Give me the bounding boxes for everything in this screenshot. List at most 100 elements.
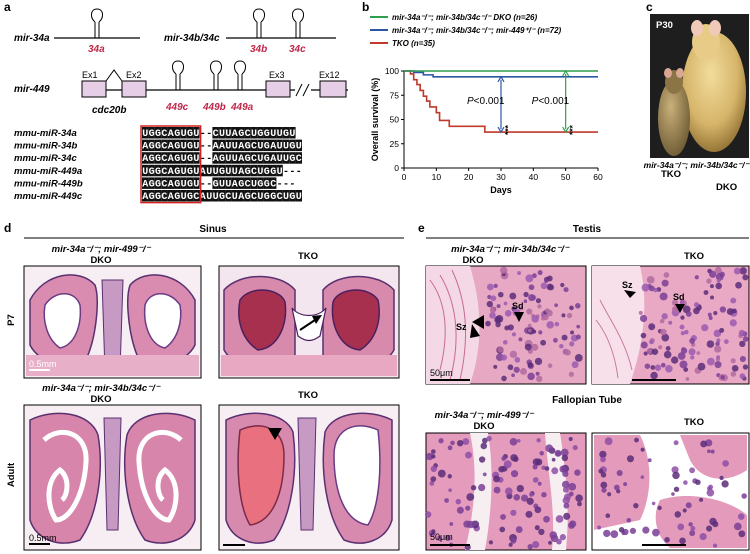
alignment-base-bg [257, 127, 264, 139]
alignment-base: - [296, 167, 302, 178]
alignment-base-bg [167, 139, 174, 152]
alignment-base-bg [218, 177, 226, 189]
cell-nucleus [738, 530, 746, 538]
cell-nucleus [723, 339, 729, 345]
panel-label-a: a [4, 0, 11, 14]
sinus-title: Sinus [199, 224, 227, 235]
alignment-base-bg [148, 152, 155, 164]
hairpin-449a-icon [234, 60, 246, 90]
cell-nucleus [534, 357, 543, 366]
cell-nucleus [532, 273, 537, 279]
alignment-base-bg [218, 139, 226, 152]
cell-nucleus [639, 314, 648, 323]
cell-nucleus [719, 306, 727, 313]
alignment-base-bg [257, 164, 264, 177]
alignment-base: U [225, 179, 231, 190]
cell-nucleus [559, 534, 566, 541]
alignment-base: A [219, 142, 225, 153]
cell-nucleus [706, 488, 715, 497]
cell-nucleus [500, 354, 508, 361]
alignment-base: - [200, 179, 206, 190]
alignment-base-bg [218, 127, 226, 139]
alignment-base-bg [218, 164, 226, 177]
alignment-base: C [161, 167, 167, 178]
cell-nucleus [651, 501, 656, 506]
cell-nucleus [661, 333, 670, 342]
mir-34a-label: mir-34a [14, 33, 50, 44]
alignment-base-bg [148, 164, 155, 177]
cell-nucleus [525, 274, 534, 283]
cell-nucleus [679, 360, 688, 369]
chart-axes: 0 10 20 30 40 50 60 0 25 50 75 100 Days Overall survi… [370, 66, 603, 195]
alignment-base: C [213, 129, 219, 140]
cell-nucleus [703, 290, 709, 296]
testis-tko-cells [638, 266, 749, 382]
cell-nucleus [652, 528, 660, 537]
cell-nucleus [696, 351, 701, 355]
cell-nucleus [536, 375, 543, 383]
alignment-base-bg [193, 164, 200, 177]
cell-nucleus [424, 511, 432, 518]
mouse-tko-label: TKO [661, 169, 681, 180]
alignment-base: A [168, 142, 174, 153]
cell-nucleus [722, 460, 729, 467]
cell-nucleus [568, 521, 575, 529]
alignment-base-bg [148, 127, 155, 139]
alignment-base: U [296, 192, 302, 203]
cell-nucleus [551, 457, 556, 462]
cell-nucleus [488, 540, 494, 545]
alignment-base: U [193, 179, 199, 190]
alignment-base: G [219, 154, 225, 165]
sinus-row-adult: Adult [6, 462, 17, 487]
alignment-base: G [174, 129, 180, 140]
cell-nucleus [574, 354, 583, 362]
alignment-base: A [168, 179, 174, 190]
cell-nucleus [648, 323, 656, 331]
alignment-base-bg [250, 127, 258, 139]
alignment-base: U [225, 167, 231, 178]
cell-nucleus [537, 304, 542, 309]
cell-nucleus [490, 306, 496, 312]
cell-nucleus [510, 537, 517, 544]
cell-nucleus [516, 484, 524, 493]
cell-nucleus [599, 450, 607, 459]
alignment-base-bg [244, 139, 251, 152]
chart-legend: mir-34a⁻/⁻; mir-34b/34c⁻/⁻ DKO (n=26) mir… [370, 13, 562, 48]
cell-nucleus [640, 447, 645, 452]
cell-nucleus [713, 329, 722, 338]
cell-nucleus [493, 364, 498, 369]
cell-nucleus [430, 465, 437, 473]
alignment-base-bg [186, 190, 194, 202]
series-line-2 [404, 70, 598, 133]
alignment-base-bg [231, 139, 238, 152]
tube-tko-cells [597, 437, 747, 548]
cell-nucleus [706, 357, 715, 366]
cell-nucleus [431, 454, 436, 459]
alignment-base-bg [180, 152, 187, 164]
cell-nucleus [708, 316, 713, 320]
alignment-base-bg [218, 190, 226, 202]
cell-nucleus [569, 341, 575, 347]
cell-nucleus [607, 492, 612, 497]
alignment-name: mmu-miR-449a [14, 166, 82, 177]
alignment-base-bg [238, 177, 245, 189]
cell-nucleus [541, 465, 546, 470]
cell-nucleus [513, 366, 520, 373]
cell-nucleus [576, 324, 581, 329]
alignment-base: G [264, 167, 270, 178]
cell-nucleus [514, 357, 521, 363]
alignment-base-bg [225, 190, 232, 202]
alignment-base-bg [244, 177, 251, 189]
cell-nucleus [633, 502, 639, 509]
alignment-base-bg [193, 190, 200, 202]
alignment-base: G [187, 167, 193, 178]
alignment-base-bg [174, 177, 181, 189]
alignment-base: G [219, 192, 225, 203]
alignment-base: G [149, 129, 155, 140]
cell-nucleus [716, 355, 720, 359]
cell-nucleus [532, 541, 540, 549]
alignment-base: G [264, 179, 270, 190]
cell-nucleus [616, 469, 623, 477]
alignment-name: mmu-miR-449c [14, 191, 83, 202]
host-gene-label: cdc20b [92, 105, 126, 116]
